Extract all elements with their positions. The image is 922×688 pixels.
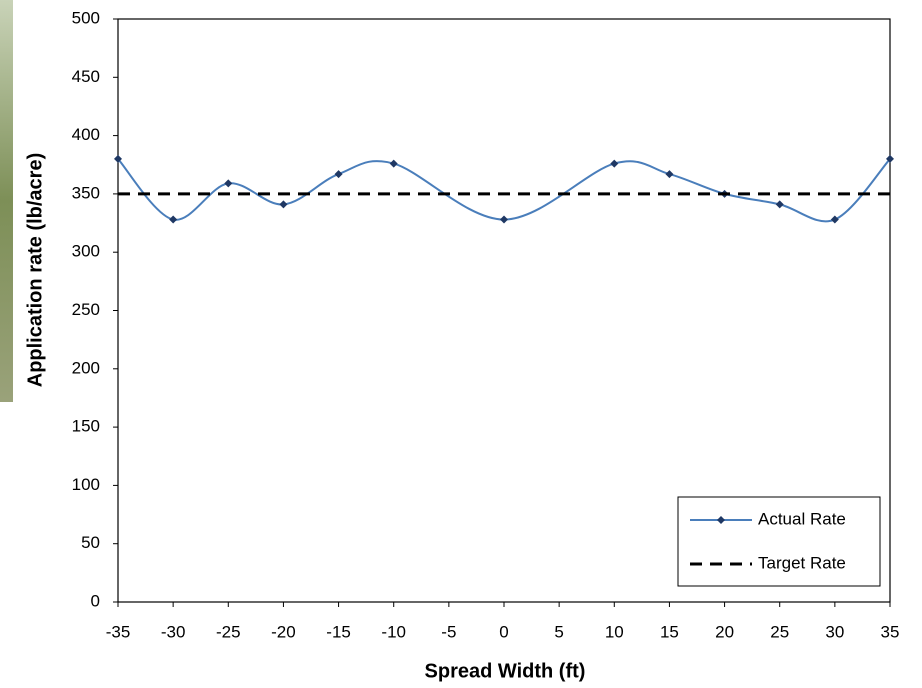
x-tick-label: -5 — [441, 622, 456, 641]
marker — [831, 216, 839, 224]
y-tick-label: 250 — [72, 300, 100, 319]
marker — [500, 216, 508, 224]
y-tick-label: 150 — [72, 417, 100, 436]
marker — [224, 179, 232, 187]
y-axis-title: Application rate (lb/acre) — [24, 153, 46, 388]
chart: Spread Width (ft) Application rate (lb/a… — [0, 0, 922, 688]
marker — [390, 160, 398, 168]
x-tick-label: 30 — [825, 622, 844, 641]
marker — [169, 216, 177, 224]
y-tick-label: 350 — [72, 183, 100, 202]
y-tick-label: 450 — [72, 67, 100, 86]
x-tick-label: -30 — [161, 622, 186, 641]
x-axis-title: Spread Width (ft) — [425, 660, 586, 682]
x-tick-label: 25 — [770, 622, 789, 641]
marker — [776, 200, 784, 208]
x-tick-label: 5 — [554, 622, 563, 641]
y-tick-label: 400 — [72, 125, 100, 144]
y-tick-label: 300 — [72, 242, 100, 261]
x-tick-label: 10 — [605, 622, 624, 641]
x-tick-label: -35 — [106, 622, 131, 641]
background-photo — [0, 0, 13, 402]
y-tick-label: 500 — [72, 8, 100, 27]
x-tick-label: -20 — [271, 622, 296, 641]
x-tick-label: -25 — [216, 622, 241, 641]
x-tick-label: -15 — [326, 622, 351, 641]
y-tick-label: 100 — [72, 475, 100, 494]
x-tick-label: 20 — [715, 622, 734, 641]
y-tick-label: 0 — [91, 591, 100, 610]
marker — [665, 170, 673, 178]
x-tick-label: 0 — [499, 622, 508, 641]
series-line — [118, 159, 890, 221]
x-tick-label: -10 — [381, 622, 406, 641]
marker — [335, 170, 343, 178]
marker — [279, 200, 287, 208]
x-tick-label: 15 — [660, 622, 679, 641]
legend-label: Target Rate — [758, 553, 846, 572]
x-tick-label: 35 — [881, 622, 900, 641]
legend-label: Actual Rate — [758, 509, 846, 528]
marker — [610, 160, 618, 168]
y-tick-label: 200 — [72, 358, 100, 377]
y-tick-label: 50 — [81, 533, 100, 552]
